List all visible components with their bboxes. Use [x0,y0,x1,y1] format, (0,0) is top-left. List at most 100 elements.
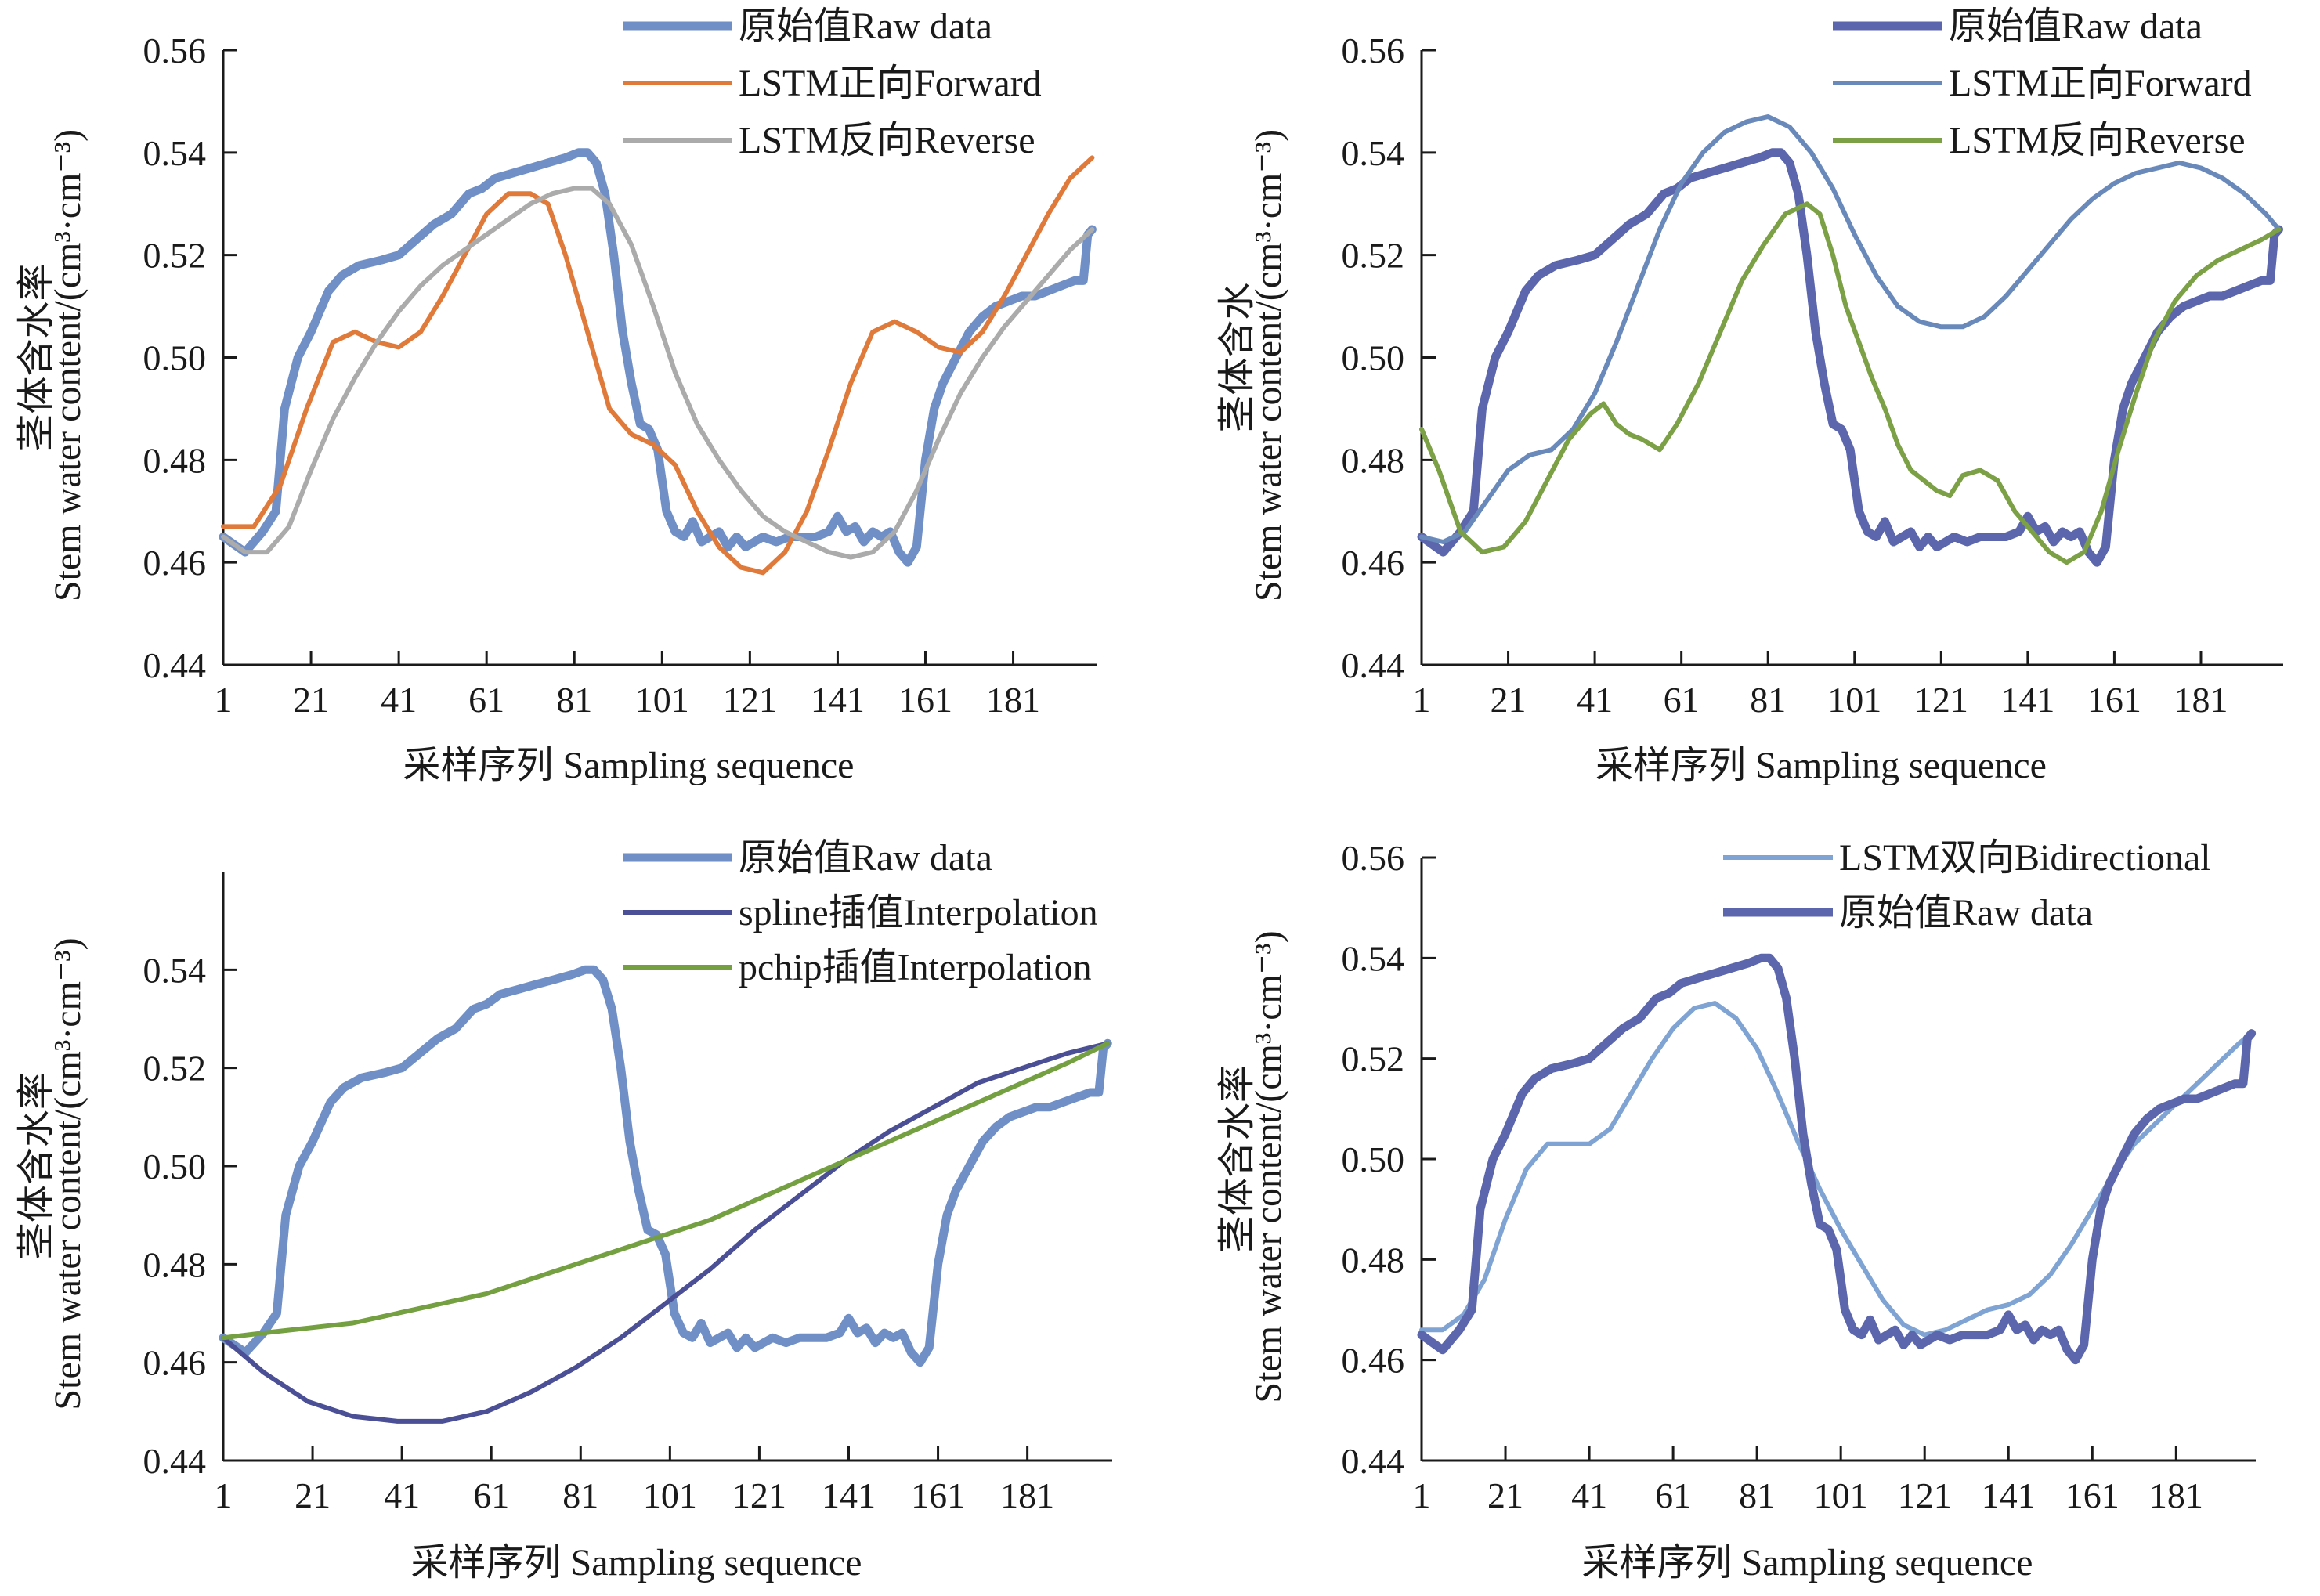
x-tick-label: 161 [911,1475,965,1515]
y-tick-label: 0.46 [143,1343,207,1383]
y-tick-label: 0.56 [143,31,207,70]
y-tick-label: 0.48 [1342,1240,1405,1280]
y-tick-label: 0.50 [143,1146,207,1186]
x-tick-label: 41 [381,680,417,720]
x-axis-title: 采样序列 Sampling sequence [1582,1542,2033,1583]
series-line-1 [1419,1001,2254,1338]
legend-label-2: LSTM正向Forward [739,63,1042,104]
series-line-2 [1417,953,2257,1365]
series-line-3 [221,1041,1111,1341]
y-axis-title-cn: 茎体含水 [1216,282,1258,432]
x-tick-label: 121 [723,680,777,720]
x-tick-label: 81 [562,1475,598,1515]
x-tick-label: 121 [1914,680,1968,720]
y-tick-label: 0.46 [143,543,207,583]
x-tick-label: 141 [822,1475,876,1515]
y-axis-title-cn: 茎体含水率 [1216,1065,1258,1253]
x-axis-title: 采样序列 Sampling sequence [1595,745,2047,786]
x-tick-label: 101 [643,1475,697,1515]
series-line-2 [1419,114,2282,544]
y-tick-label: 0.50 [143,338,207,378]
legend-label-1: 原始值Raw data [739,837,992,879]
y-tick-label: 0.50 [1342,1139,1405,1179]
y-tick-label: 0.46 [1342,1341,1405,1381]
x-tick-label: 41 [384,1475,420,1515]
legend-label-2: 原始值Raw data [1839,892,2093,933]
y-tick-label: 0.44 [143,645,207,685]
y-tick-label: 0.44 [1342,645,1405,685]
y-tick-label: 0.52 [1342,236,1405,276]
y-tick-label: 0.44 [143,1441,207,1481]
y-tick-label: 0.56 [1342,31,1405,70]
x-tick-label: 81 [1739,1475,1775,1515]
x-tick-label: 161 [898,680,952,720]
chart-panel-bottom-left: 0.440.460.480.500.520.541 21 41 61 81 101 121 1… [16,837,1112,1583]
x-tick-label: 81 [1750,680,1786,720]
x-tick-label: 61 [1664,680,1700,720]
y-tick-label: 0.50 [1342,338,1405,378]
x-tick-label: 181 [2174,680,2228,720]
legend-label-2: LSTM正向Forward [1949,63,2252,104]
x-tick-label: 1 [215,1475,233,1515]
y-tick-label: 0.44 [1342,1441,1405,1481]
y-axis-title-en: Stem water content/(cm³·cm⁻³) [1248,930,1289,1403]
legend-label-1: LSTM双向Bidirectional [1839,837,2211,879]
x-tick-label: 121 [732,1475,786,1515]
x-tick-label: 141 [811,680,865,720]
y-tick-label: 0.46 [1342,543,1405,583]
series-line-1 [219,965,1112,1367]
y-axis-title-en: Stem water content/(cm³·cm⁻³) [47,937,89,1410]
x-tick-label: 101 [1814,1475,1868,1515]
series-line-2 [221,1041,1111,1424]
chart-panel-top-right: 0.440.460.480.500.520.540.561 21 41 61 81 101… [1216,5,2283,786]
y-tick-label: 0.52 [1342,1039,1405,1079]
x-tick-label: 181 [2149,1475,2203,1515]
series-line-1 [219,148,1097,567]
legend-label-2: spline插值Interpolation [739,892,1098,933]
x-tick-label: 41 [1571,1475,1607,1515]
y-tick-label: 0.52 [143,236,207,276]
x-tick-label: 61 [1655,1475,1691,1515]
x-tick-label: 21 [295,1475,331,1515]
legend-label-1: 原始值Raw data [739,5,992,47]
series-line-2 [221,155,1095,576]
x-tick-label: 101 [635,680,689,720]
x-tick-label: 141 [1982,1475,2036,1515]
y-tick-label: 0.52 [143,1049,207,1089]
x-tick-label: 161 [2087,680,2141,720]
y-axis-title-en: Stem water content/(cm³·cm⁻³) [47,129,89,601]
x-axis-title: 采样序列 Sampling sequence [403,745,855,786]
x-axis-title: 采样序列 Sampling sequence [411,1542,862,1583]
x-tick-label: 141 [2000,680,2054,720]
y-tick-label: 0.48 [143,1244,207,1284]
x-tick-label: 1 [1413,680,1431,720]
x-tick-label: 61 [468,680,504,720]
series-line-1 [1417,148,2283,567]
y-axis-title-en: Stem water content/(cm³·cm⁻³) [1248,129,1289,601]
series-line-3 [1419,201,2282,565]
y-axis-title-cn: 茎体含水率 [16,263,57,451]
legend-label-3: LSTM反向Reverse [739,120,1035,161]
x-tick-label: 101 [1827,680,1881,720]
y-tick-label: 0.56 [1342,838,1405,878]
x-tick-label: 181 [986,680,1040,720]
x-tick-label: 21 [1491,680,1527,720]
x-tick-label: 1 [1413,1475,1431,1515]
y-tick-label: 0.54 [1342,133,1405,173]
y-axis-title-cn: 茎体含水率 [16,1072,57,1260]
y-tick-label: 0.54 [143,133,207,173]
y-tick-label: 0.48 [1342,440,1405,480]
x-tick-label: 161 [2065,1475,2119,1515]
x-tick-label: 81 [556,680,592,720]
x-tick-label: 121 [1898,1475,1952,1515]
y-tick-label: 0.54 [1342,938,1405,978]
x-tick-label: 41 [1577,680,1613,720]
x-tick-label: 21 [293,680,329,720]
legend-label-1: 原始值Raw data [1949,5,2203,47]
legend-label-3: LSTM反向Reverse [1949,120,2246,161]
y-tick-label: 0.54 [143,950,207,990]
series-line-3 [221,186,1095,560]
chart-panel-top-left: 0.440.460.480.500.520.540.561 21 41 61 81 101… [16,5,1097,786]
x-tick-label: 1 [215,680,233,720]
